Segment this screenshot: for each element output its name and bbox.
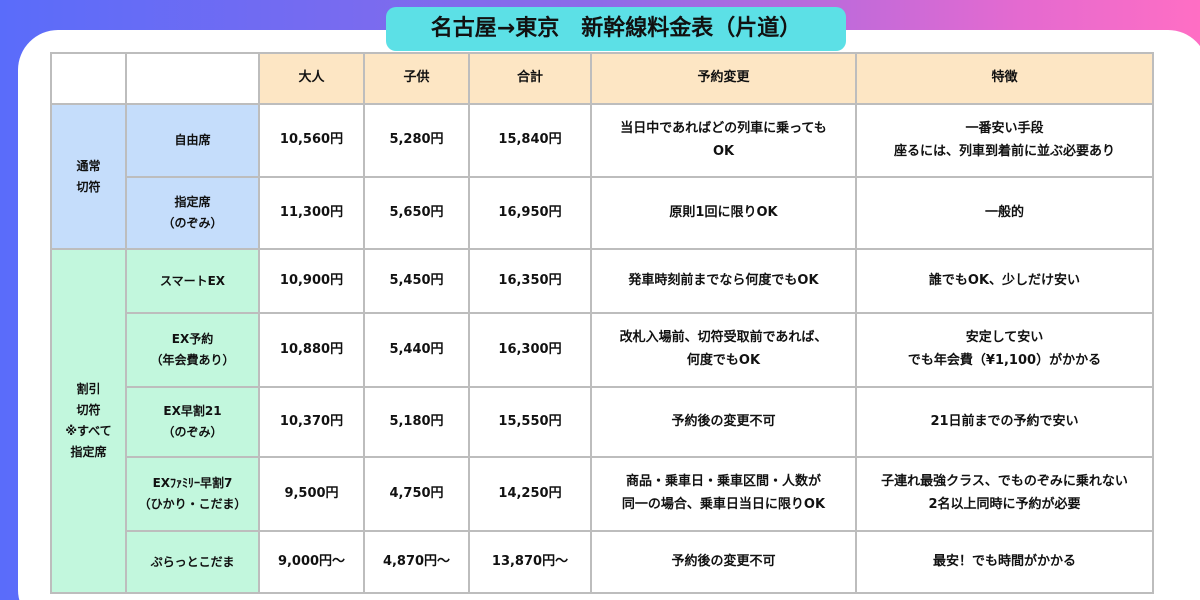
category-regular: 通常 切符 xyxy=(50,103,127,250)
total-fare: 15,840円 xyxy=(468,103,592,178)
total-fare: 16,950円 xyxy=(468,176,592,250)
adult-fare: 10,900円 xyxy=(258,248,365,314)
adult-fare: 9,000円〜 xyxy=(258,530,365,594)
header-blank xyxy=(50,52,127,105)
adult-fare: 10,370円 xyxy=(258,386,365,458)
ticket-name: EX早割21 （のぞみ） xyxy=(125,386,260,458)
adult-fare: 10,880円 xyxy=(258,312,365,388)
adult-fare: 10,560円 xyxy=(258,103,365,178)
child-fare: 5,440円 xyxy=(363,312,470,388)
change-policy: 当日中であればどの列車に乗っても OK xyxy=(590,103,857,178)
feature: 一般的 xyxy=(855,176,1154,250)
table-row: 指定席 （のぞみ） 11,300円 5,650円 16,950円 原則1回に限りOK 一般… xyxy=(51,176,1154,250)
ticket-name: スマートEX xyxy=(125,248,260,314)
child-fare: 5,450円 xyxy=(363,248,470,314)
child-fare: 4,870円〜 xyxy=(363,530,470,594)
table-row: EXﾌｧﾐﾘｰ早割7 （ひかり・こだま） 9,500円 4,750円 14,250円商… xyxy=(51,456,1154,532)
ticket-name: 指定席 （のぞみ） xyxy=(125,176,260,250)
change-policy: 改札入場前、切符受取前であれば、 何度でもOK xyxy=(590,312,857,388)
feature: 最安！でも時間がかかる xyxy=(855,530,1154,594)
page-title: 名古屋→東京 新幹線料金表（片道） xyxy=(386,7,846,51)
adult-fare: 9,500円 xyxy=(258,456,365,532)
ticket-name: EX予約 （年会費あり） xyxy=(125,312,260,388)
table-row: EX予約 （年会費あり） 10,880円 5,440円 16,300円 改札入場前、切符… xyxy=(51,312,1154,388)
header-change: 予約変更 xyxy=(590,52,857,105)
fare-table: 大人 子供 合計 予約変更 特徴 通常 切符 自由席 10,560円 5,280円 15… xyxy=(50,52,1154,594)
child-fare: 4,750円 xyxy=(363,456,470,532)
child-fare: 5,280円 xyxy=(363,103,470,178)
total-fare: 13,870円〜 xyxy=(468,530,592,594)
change-policy: 原則1回に限りOK xyxy=(590,176,857,250)
total-fare: 16,350円 xyxy=(468,248,592,314)
table-row: 通常 切符 自由席 10,560円 5,280円 15,840円 当日中であればどの列車に… xyxy=(50,103,1154,250)
total-fare: 16,300円 xyxy=(468,312,592,388)
feature: 安定して安い でも年会費（¥1,100）がかかる xyxy=(855,312,1154,388)
child-fare: 5,650円 xyxy=(363,176,470,250)
ticket-name: 自由席 xyxy=(125,103,260,178)
ticket-name: EXﾌｧﾐﾘｰ早割7 （ひかり・こだま） xyxy=(125,456,260,532)
adult-fare: 11,300円 xyxy=(258,176,365,250)
table-row: 割引 切符 ※すべて 指定席 スマートEX 10,900円 5,450円 16,350円… xyxy=(50,248,1154,594)
feature: 子連れ最強クラス、でものぞみに乗れない 2名以上同時に予約が必要 xyxy=(855,456,1154,532)
change-policy: 商品・乗車日・乗車区間・人数が 同一の場合、乗車日当日に限りOK xyxy=(590,456,857,532)
header-adult: 大人 xyxy=(258,52,365,105)
header-total: 合計 xyxy=(468,52,592,105)
header-child: 子供 xyxy=(363,52,470,105)
header-feature: 特徴 xyxy=(855,52,1154,105)
table-row: EX早割21 （のぞみ） 10,370円 5,180円 15,550円 予約後の変更不可… xyxy=(51,386,1154,458)
category-discount: 割引 切符 ※すべて 指定席 xyxy=(50,248,127,594)
feature: 一番安い手段 座るには、列車到着前に並ぶ必要あり xyxy=(855,103,1154,178)
child-fare: 5,180円 xyxy=(363,386,470,458)
table-row: ぷらっとこだま 9,000円〜 4,870円〜 13,870円〜 予約後の変更不可 最安！… xyxy=(51,530,1154,594)
ticket-name: ぷらっとこだま xyxy=(125,530,260,594)
header-blank xyxy=(125,52,260,105)
feature: 21日前までの予約で安い xyxy=(855,386,1154,458)
header-row: 大人 子供 合計 予約変更 特徴 xyxy=(50,52,1154,105)
change-policy: 発車時刻前までなら何度でもOK xyxy=(590,248,857,314)
total-fare: 15,550円 xyxy=(468,386,592,458)
feature: 誰でもOK、少しだけ安い xyxy=(855,248,1154,314)
change-policy: 予約後の変更不可 xyxy=(590,386,857,458)
total-fare: 14,250円 xyxy=(468,456,592,532)
change-policy: 予約後の変更不可 xyxy=(590,530,857,594)
